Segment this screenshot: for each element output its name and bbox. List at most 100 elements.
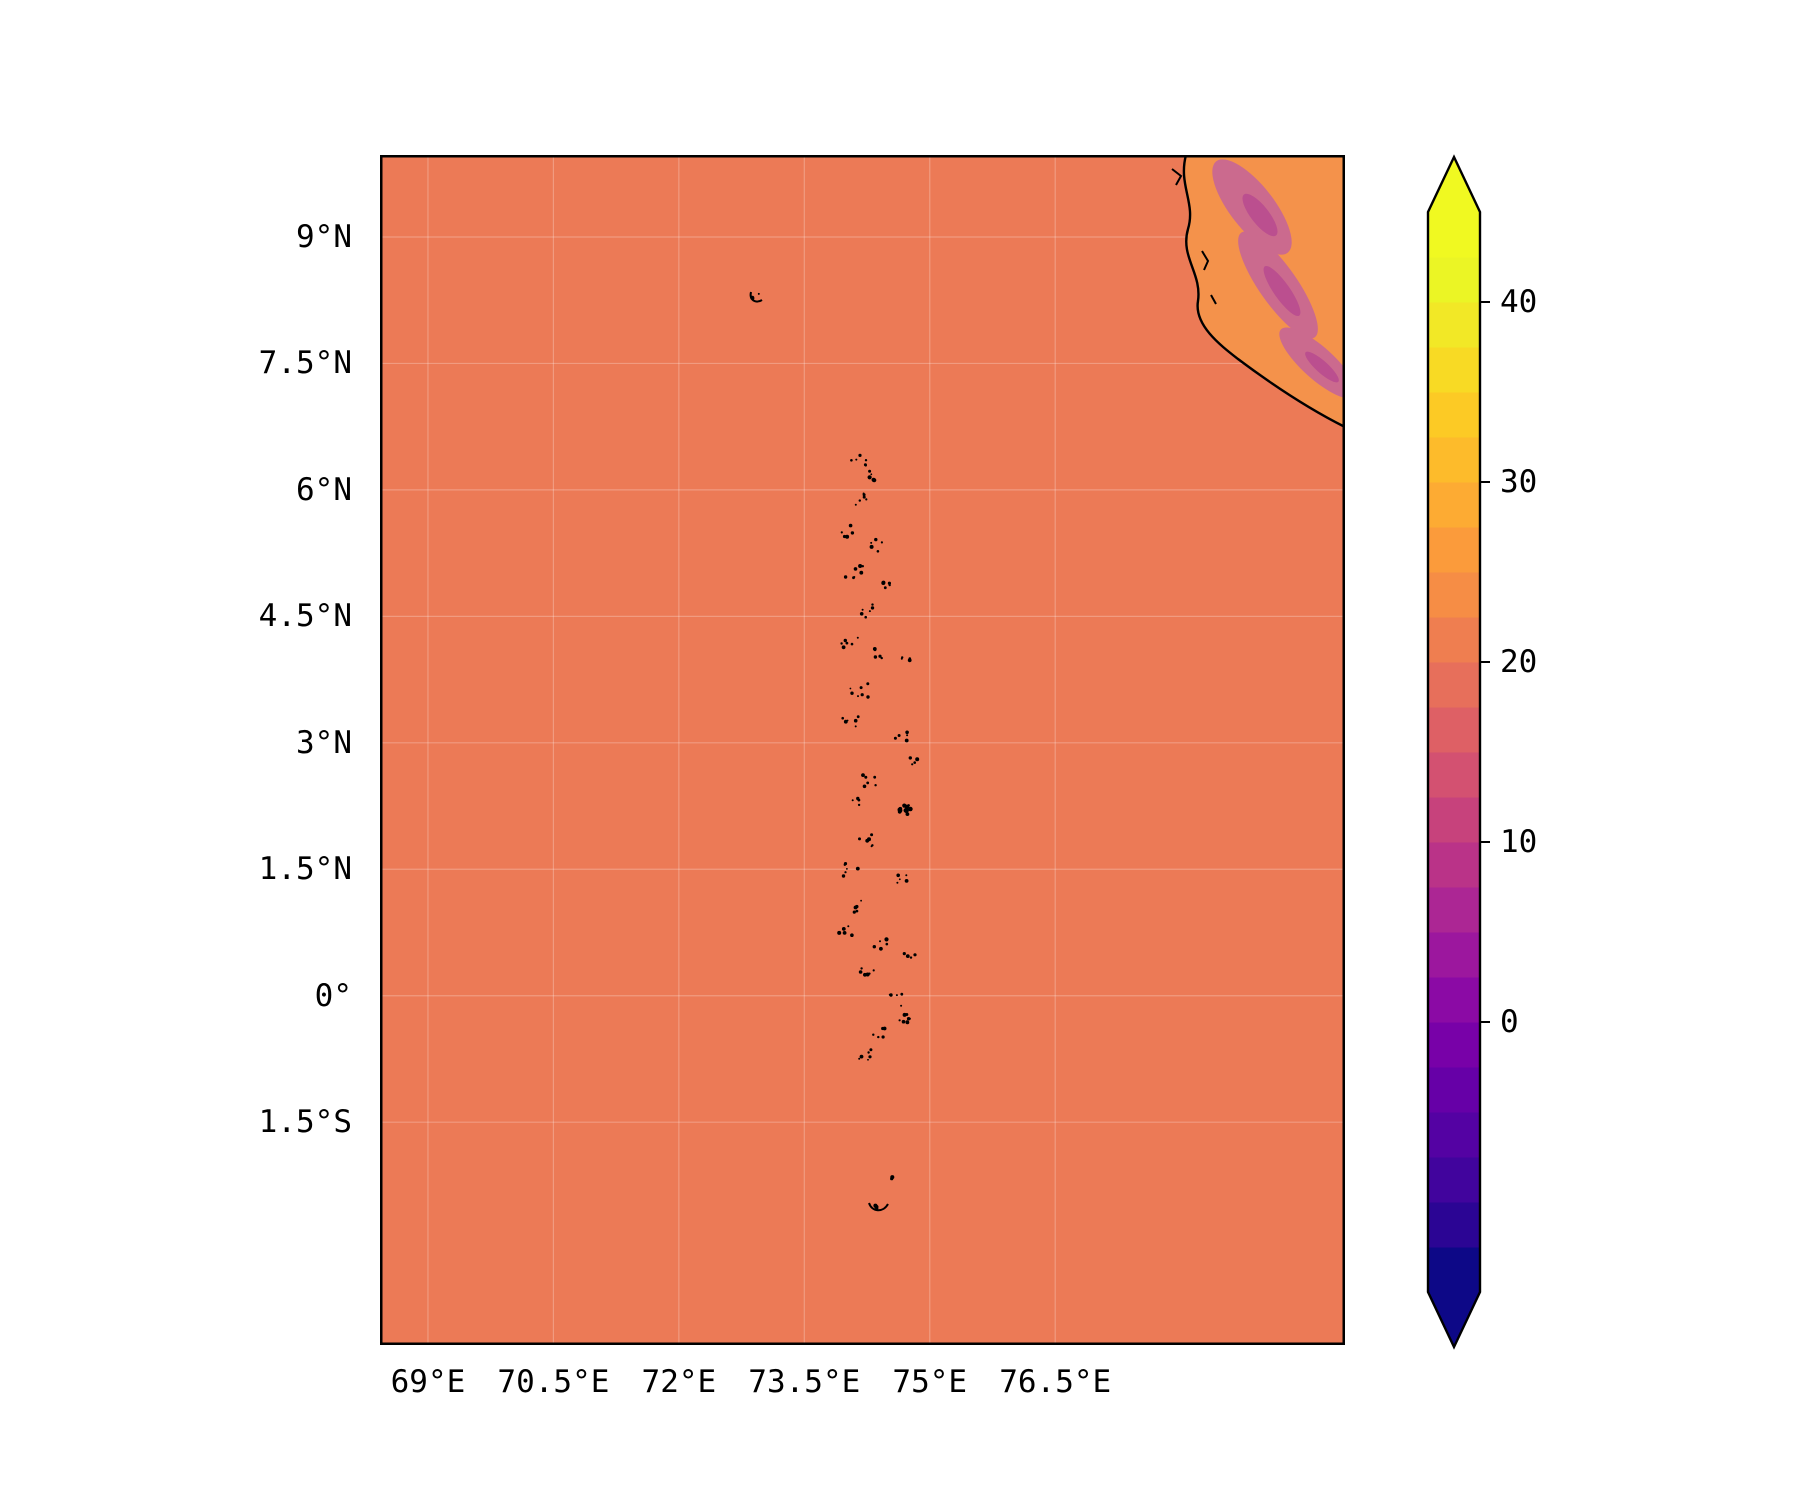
island-dot	[866, 781, 870, 785]
island-dot	[861, 608, 864, 611]
island-dot	[905, 874, 908, 877]
island-dot	[867, 1058, 869, 1061]
island-dot	[843, 862, 848, 866]
island-dot	[896, 873, 900, 878]
island-dot	[884, 937, 889, 942]
island-dot	[908, 806, 913, 812]
island-dot	[874, 537, 878, 542]
island-dot	[874, 784, 877, 787]
colorbar-band	[1428, 707, 1480, 753]
island-dot	[895, 994, 898, 997]
island-dot	[868, 1055, 872, 1059]
island-dot	[866, 695, 870, 699]
island-dot	[853, 718, 858, 723]
island-dot	[872, 945, 876, 949]
colorbar	[1400, 150, 1600, 1360]
colorbar-band	[1428, 662, 1480, 708]
island-dot	[860, 899, 862, 902]
island-dot	[850, 531, 855, 535]
colorbar-band	[1428, 1247, 1480, 1293]
island-dot	[858, 1057, 861, 1060]
map-border	[380, 155, 1345, 1345]
island-dot	[864, 615, 867, 619]
y-tick-label: 1.5°S	[258, 1104, 352, 1141]
island-dot	[904, 804, 910, 809]
inland-water-mark	[1210, 294, 1217, 305]
island-dot	[898, 878, 901, 881]
island-dot	[869, 1048, 873, 1052]
island-dot	[840, 531, 843, 534]
island-dot	[859, 1054, 864, 1059]
island-dot	[843, 638, 847, 643]
island-dot	[893, 736, 897, 740]
island-dot	[856, 715, 860, 719]
island-dot	[866, 682, 870, 686]
island-dot	[900, 1004, 903, 1007]
island-dot	[905, 1013, 909, 1016]
island-dot	[859, 612, 864, 616]
island-dot	[843, 719, 848, 724]
colorbar-band	[1428, 977, 1480, 1023]
island-dot	[873, 775, 877, 779]
ghats-cool-patch-core	[1305, 351, 1339, 383]
island-dot	[873, 655, 878, 659]
y-tick-label: 3°N	[296, 724, 352, 761]
colorbar-under-arrow	[1428, 1292, 1480, 1347]
island-dot	[876, 550, 880, 553]
island-dot	[841, 716, 844, 720]
island-dot	[842, 931, 847, 935]
colorbar-tick-label: 10	[1500, 824, 1538, 860]
island-dot	[867, 837, 871, 842]
island-dot	[862, 495, 866, 499]
island-dot	[902, 952, 906, 956]
maldives-islands	[750, 292, 920, 1210]
island-dot	[879, 946, 883, 951]
island-dot	[872, 478, 877, 483]
island-dot	[858, 564, 863, 568]
island-dot	[888, 584, 891, 587]
island-dot	[846, 868, 848, 870]
colorbar-tick-label: 20	[1500, 644, 1538, 680]
island-dot	[881, 581, 886, 585]
coastal-inlet-mark	[1171, 168, 1183, 186]
island-dot	[864, 464, 867, 467]
sea-fill	[380, 155, 1345, 1345]
island-dot	[841, 927, 846, 931]
island-dot	[904, 738, 909, 743]
island-dot	[889, 993, 893, 997]
island-dot	[850, 933, 854, 937]
island-dot	[903, 808, 908, 813]
island-dot	[858, 798, 861, 801]
island-dot	[908, 1017, 911, 1020]
india-coastline	[1182, 155, 1345, 429]
colorbar-band	[1428, 842, 1480, 888]
island-dot	[858, 837, 861, 841]
island-dot	[857, 803, 861, 807]
y-tick-label: 4.5°N	[258, 598, 352, 635]
island-dot	[852, 910, 856, 914]
island-dot	[858, 453, 862, 457]
island-dot	[870, 541, 873, 544]
island-dot	[898, 806, 903, 811]
x-tick-label: 76.5°E	[999, 1364, 1112, 1400]
colorbar-band	[1428, 572, 1480, 618]
island-dot	[861, 565, 864, 568]
island-dot	[854, 503, 857, 506]
colorbar-band	[1428, 212, 1480, 258]
island-dot	[864, 775, 868, 779]
colorbar-band	[1428, 617, 1480, 663]
island-dot	[850, 459, 853, 462]
island-dot	[913, 761, 916, 764]
island-dot	[854, 725, 857, 728]
island-dot	[906, 734, 909, 737]
colorbar-band	[1428, 392, 1480, 438]
island-dot	[849, 687, 852, 690]
island-dot	[911, 763, 914, 766]
island-dot	[870, 833, 874, 837]
island-dot	[845, 534, 850, 539]
island-dot	[868, 469, 872, 473]
island-dot	[901, 1019, 906, 1024]
y-tick-label: 1.5°N	[258, 851, 352, 888]
island-dot	[863, 972, 867, 977]
y-tick-label: 6°N	[296, 471, 352, 508]
